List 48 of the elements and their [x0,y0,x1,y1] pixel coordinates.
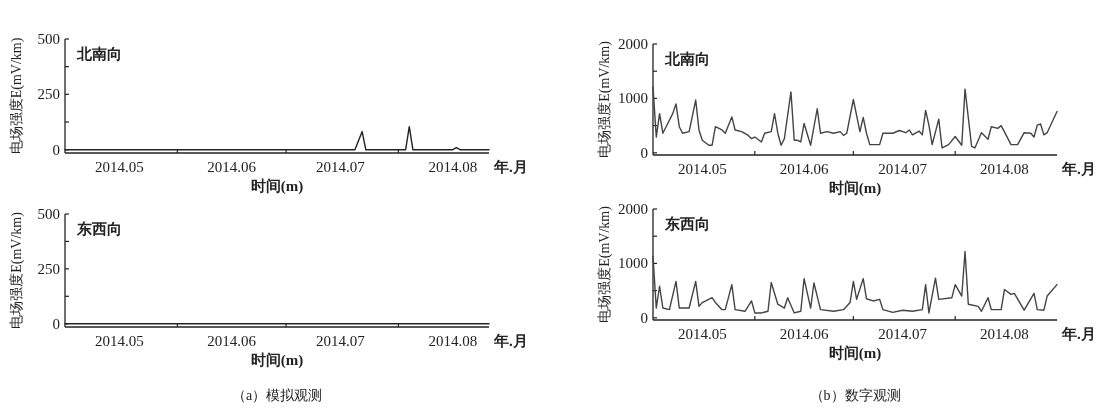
x-tick-label: 2014.07 [878,326,928,342]
text: 东西向 [76,220,122,237]
y-tick-label: 250 [37,86,60,103]
y-tick-label: 0 [640,144,648,161]
x-tick-label: 2014.07 [316,333,366,349]
y-tick-label: 2000 [618,36,648,52]
line-series [652,86,1058,149]
text: （a）模拟观测 [231,388,323,403]
text: 年.月 [1061,161,1096,177]
y-axis-title: 电场强度E(mV/km) [597,40,613,158]
x-tick-label: 2014.06 [779,161,829,177]
x-axis-title: 时间(m) [250,178,304,195]
y-tick-label: 250 [37,260,60,277]
x-tick-label: 2014.05 [677,326,727,342]
x-tick-label: 2014.06 [207,333,257,349]
x-tick-label: 2014.05 [94,333,144,349]
chart-title: 北南向 [664,51,710,67]
chart-title: 北南向 [76,46,122,62]
x-tick-label: 2014.06 [207,159,257,175]
x-tick-label: 2014.05 [94,159,144,175]
x-tick-label: 2014.08 [428,159,478,175]
x-tick-label: 2014.06 [779,326,829,342]
x-tick-label: 2014.07 [316,159,366,175]
y-tick-label: 1000 [618,90,648,107]
x-tick-label: 2014.05 [677,161,727,177]
x-axis-title: 时间(m) [828,180,882,197]
y-tick-label: 0 [52,141,60,158]
chart-title: 东西向 [664,215,710,232]
x-tick-label: 2014.08 [980,161,1029,177]
y-tick-label: 2000 [618,201,648,217]
y-axis-title: 电场强度E(mV/km) [9,211,25,329]
text: 年.月 [493,159,528,175]
line-series [652,250,1058,314]
y-axis-title: 电场强度E(mV/km) [597,205,613,323]
text: 年.月 [1061,326,1096,342]
y-tick-label: 0 [52,315,60,332]
text: （b）数字观测 [809,388,901,403]
y-tick-label: 500 [37,31,60,47]
x-tick-label: 2014.07 [878,161,928,177]
x-tick-label: 2014.08 [428,333,478,349]
y-axis-title: 电场强度E(mV/km) [9,37,25,155]
y-tick-label: 500 [37,206,60,222]
x-tick-label: 2014.08 [980,326,1029,342]
x-axis-title: 时间(m) [250,352,304,369]
y-tick-label: 1000 [618,255,648,272]
text: 年.月 [493,333,528,349]
x-axis-title: 时间(m) [828,345,882,362]
y-tick-label: 0 [640,309,648,326]
